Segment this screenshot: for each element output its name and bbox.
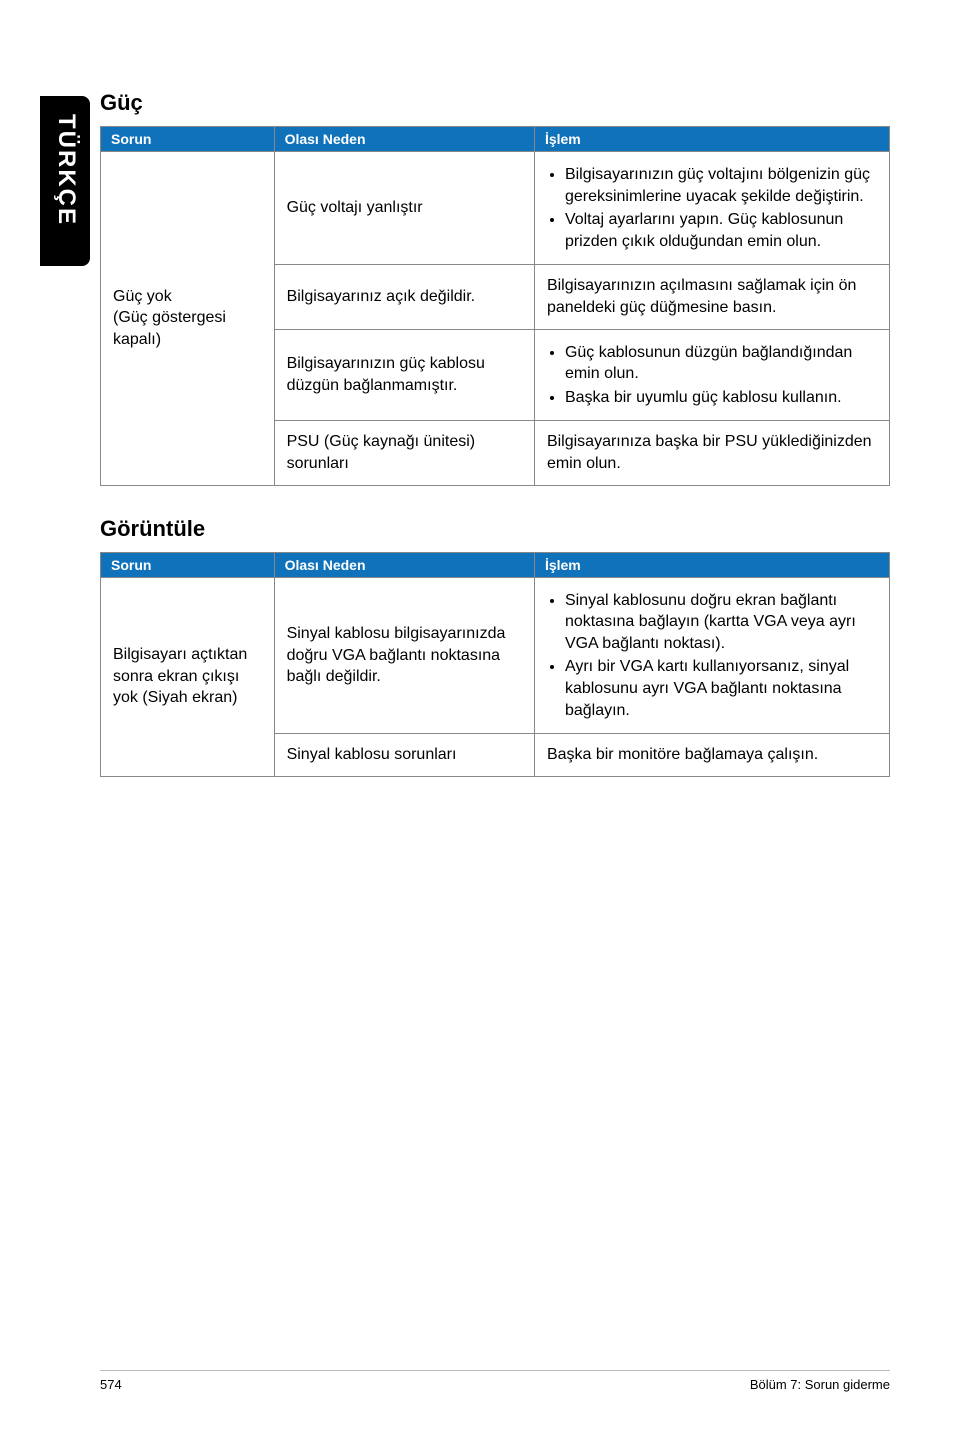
cause-cell: Bilgisayarınızın güç kablosu düzgün bağl…	[274, 329, 534, 421]
action-item: Voltaj ayarlarını yapın. Güç kablosunun …	[565, 209, 877, 252]
action-item: Sinyal kablosunu doğru ekran bağlantı no…	[565, 590, 877, 655]
table-header-row: Sorun Olası Neden İşlem	[101, 552, 890, 577]
th-problem: Sorun	[101, 552, 275, 577]
language-tab-label: TÜRKÇE	[52, 114, 80, 226]
chapter-label: Bölüm 7: Sorun giderme	[750, 1377, 890, 1392]
action-item: Bilgisayarınızın güç voltajını bölgenizi…	[565, 164, 877, 207]
action-cell: Bilgisayarınızın güç voltajını bölgenizi…	[534, 152, 889, 265]
th-problem: Sorun	[101, 127, 275, 152]
page-footer: 574 Bölüm 7: Sorun giderme	[100, 1370, 890, 1392]
table-display: Sorun Olası Neden İşlem Bilgisayarı açtı…	[100, 552, 890, 777]
problem-cell: Bilgisayarı açtıktan sonra ekran çıkışı …	[101, 577, 275, 776]
action-cell: Sinyal kablosunu doğru ekran bağlantı no…	[534, 577, 889, 734]
table-header-row: Sorun Olası Neden İşlem	[101, 127, 890, 152]
table-row: Güç yok (Güç göstergesi kapalı) Güç volt…	[101, 152, 890, 265]
page-content: Güç Sorun Olası Neden İşlem Güç yok (Güç…	[100, 90, 890, 777]
page-number: 574	[100, 1377, 122, 1392]
table-row: Bilgisayarı açtıktan sonra ekran çıkışı …	[101, 577, 890, 734]
cause-cell: Güç voltajı yanlıştır	[274, 152, 534, 265]
action-cell: Bilgisayarınızın açılmasını sağlamak içi…	[534, 265, 889, 329]
language-tab: TÜRKÇE	[40, 96, 90, 266]
action-cell: Güç kablosunun düzgün bağlandığından emi…	[534, 329, 889, 421]
problem-cell: Güç yok (Güç göstergesi kapalı)	[101, 152, 275, 486]
section-title-power: Güç	[100, 90, 890, 116]
table-power: Sorun Olası Neden İşlem Güç yok (Güç gös…	[100, 126, 890, 486]
section-title-display: Görüntüle	[100, 516, 890, 542]
cause-cell: PSU (Güç kaynağı ünitesi) sorunları	[274, 421, 534, 485]
th-action: İşlem	[534, 552, 889, 577]
th-cause: Olası Neden	[274, 552, 534, 577]
th-cause: Olası Neden	[274, 127, 534, 152]
action-cell: Bilgisayarınıza başka bir PSU yüklediğin…	[534, 421, 889, 485]
action-cell: Başka bir monitöre bağlamaya çalışın.	[534, 734, 889, 777]
th-action: İşlem	[534, 127, 889, 152]
cause-cell: Sinyal kablosu sorunları	[274, 734, 534, 777]
cause-cell: Sinyal kablosu bilgisayarınızda doğru VG…	[274, 577, 534, 734]
cause-cell: Bilgisayarınız açık değildir.	[274, 265, 534, 329]
action-item: Başka bir uyumlu güç kablosu kullanın.	[565, 387, 877, 409]
action-item: Ayrı bir VGA kartı kullanıyorsanız, siny…	[565, 656, 877, 721]
action-item: Güç kablosunun düzgün bağlandığından emi…	[565, 342, 877, 385]
